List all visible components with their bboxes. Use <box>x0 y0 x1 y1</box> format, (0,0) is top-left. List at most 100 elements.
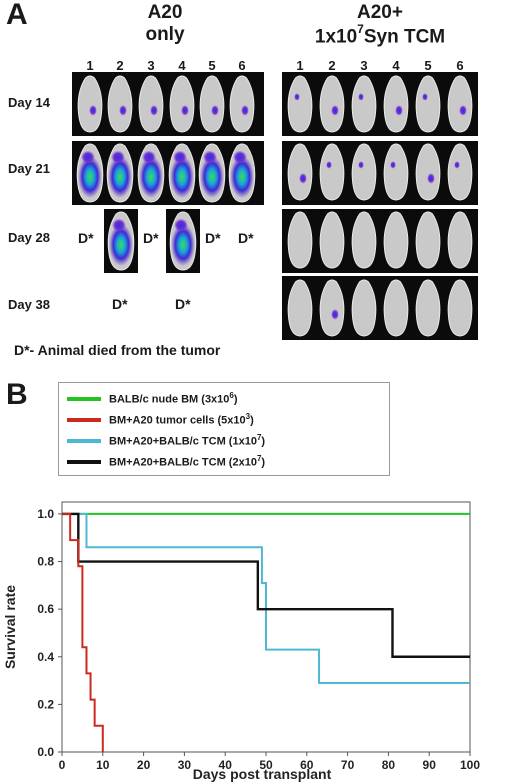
legend-swatch <box>67 460 101 464</box>
mouse-image <box>383 211 409 269</box>
survival-chart: 0 10 20 30 40 50 60 70 80 90 100 0.0 0.2 0.4 0.6 0.8 1.0… <box>2 501 480 782</box>
legend-swatch <box>67 439 101 443</box>
col-num-4: 4 <box>178 58 186 73</box>
mouse-image <box>229 75 255 133</box>
y-tick-label: 0.6 <box>37 602 54 616</box>
x-tick-label: 80 <box>382 758 396 772</box>
mouse-image <box>447 211 473 269</box>
y-tick-label: 0.0 <box>37 745 54 759</box>
legend-swatch <box>67 397 101 401</box>
mouse-image <box>383 75 409 133</box>
x-tick-label: 70 <box>341 758 355 772</box>
mouse-image <box>287 211 313 269</box>
mouse-image <box>107 211 135 271</box>
dead-mark: D* <box>78 230 94 246</box>
mouse-image <box>76 143 104 203</box>
footnote: D*- Animal died from the tumor <box>14 342 221 358</box>
day-label-28: Day 28 <box>8 230 50 245</box>
chart-legend: BALB/c nude BM (3x106) BM+A20 tumor cell… <box>58 382 390 476</box>
col-num-1: 1 <box>296 58 304 73</box>
mouse-image <box>383 143 409 201</box>
x-tick-label: 0 <box>59 758 66 772</box>
legend-label: BM+A20+BALB/c TCM (2x107) <box>109 454 266 469</box>
col-num-6: 6 <box>238 58 246 73</box>
y-tick-label: 0.8 <box>37 555 54 569</box>
imaging-strip-right-day21 <box>282 141 478 205</box>
mouse-image <box>415 143 441 201</box>
group-a20-tcm-dose: 1x10 <box>314 26 358 48</box>
x-tick-label: 100 <box>460 758 480 772</box>
x-tick-label: 30 <box>178 758 192 772</box>
day-label-38: Day 38 <box>8 297 50 312</box>
col-num-3: 3 <box>147 58 155 73</box>
panel-b-letter: B <box>6 378 28 411</box>
dead-mark: D* <box>112 296 128 312</box>
legend-swatch <box>67 418 101 422</box>
mouse-images <box>76 75 473 337</box>
mouse-image <box>107 75 133 133</box>
col-num-3: 3 <box>360 58 368 73</box>
group-a20-tcm-label: Syn TCM <box>363 26 446 48</box>
mouse-image <box>319 75 345 133</box>
mouse-image <box>106 143 134 203</box>
mouse-image <box>77 75 103 133</box>
mouse-image <box>169 211 197 271</box>
x-tick-label: 20 <box>137 758 151 772</box>
mouse-image <box>415 279 441 337</box>
mouse-image <box>198 143 226 203</box>
dead-mark: D* <box>238 230 254 246</box>
mouse-image <box>415 75 441 133</box>
group-a20-tcm-line2: 1x107Syn TCM <box>270 22 490 48</box>
legend-label: BALB/c nude BM (3x106) <box>109 391 238 406</box>
survival-curve <box>62 512 470 684</box>
mouse-image <box>351 75 377 133</box>
col-num-2: 2 <box>116 58 124 73</box>
mouse-image <box>319 279 345 337</box>
y-axis-title: Survival rate <box>2 585 18 669</box>
mouse-image <box>415 211 441 269</box>
col-num-5: 5 <box>424 58 432 73</box>
group-a20-line1: A20 <box>147 2 183 23</box>
panel-a-letter: A <box>6 0 28 31</box>
dead-mark: D* <box>205 230 221 246</box>
col-num-4: 4 <box>392 58 400 73</box>
mouse-image <box>168 143 196 203</box>
x-tick-label: 50 <box>259 758 273 772</box>
mouse-image <box>138 75 164 133</box>
group-a20-only-title: A20 only <box>90 2 240 46</box>
mouse-image <box>137 143 165 203</box>
mouse-image <box>351 143 377 201</box>
col-num-5: 5 <box>208 58 216 73</box>
mouse-image <box>319 143 345 201</box>
mouse-image <box>287 75 313 133</box>
group-a20-tcm-line1: A20+ <box>357 2 403 23</box>
mouse-image <box>228 143 256 203</box>
legend-label: BM+A20 tumor cells (5x103) <box>109 412 254 427</box>
legend-label: BM+A20+BALB/c TCM (1x107) <box>109 433 266 448</box>
mouse-image <box>199 75 225 133</box>
x-tick-label: 10 <box>96 758 110 772</box>
col-num-1: 1 <box>86 58 94 73</box>
imaging-strip-right-day38 <box>282 276 478 340</box>
y-tick-label: 0.2 <box>37 697 54 711</box>
mouse-image <box>319 211 345 269</box>
x-axis-title: Days post transplant <box>193 766 332 782</box>
imaging-strip-right-day28 <box>282 209 478 273</box>
survival-curve <box>62 512 470 658</box>
mouse-image <box>351 279 377 337</box>
y-tick-label: 1.0 <box>37 507 54 521</box>
col-num-6: 6 <box>456 58 464 73</box>
x-tick-label: 60 <box>300 758 314 772</box>
imaging-strip-right-day14 <box>282 72 478 136</box>
mouse-image <box>383 279 409 337</box>
dead-mark: D* <box>143 230 159 246</box>
mouse-image <box>287 143 313 201</box>
mouse-image <box>351 211 377 269</box>
mouse-image <box>169 75 195 133</box>
col-num-2: 2 <box>328 58 336 73</box>
y-tick-label: 0.4 <box>37 650 54 664</box>
dead-mark: D* <box>175 296 191 312</box>
survival-curves <box>62 512 470 752</box>
day-label-21: Day 21 <box>8 161 50 176</box>
group-a20-tcm-title: A20+ 1x107Syn TCM <box>270 2 490 48</box>
